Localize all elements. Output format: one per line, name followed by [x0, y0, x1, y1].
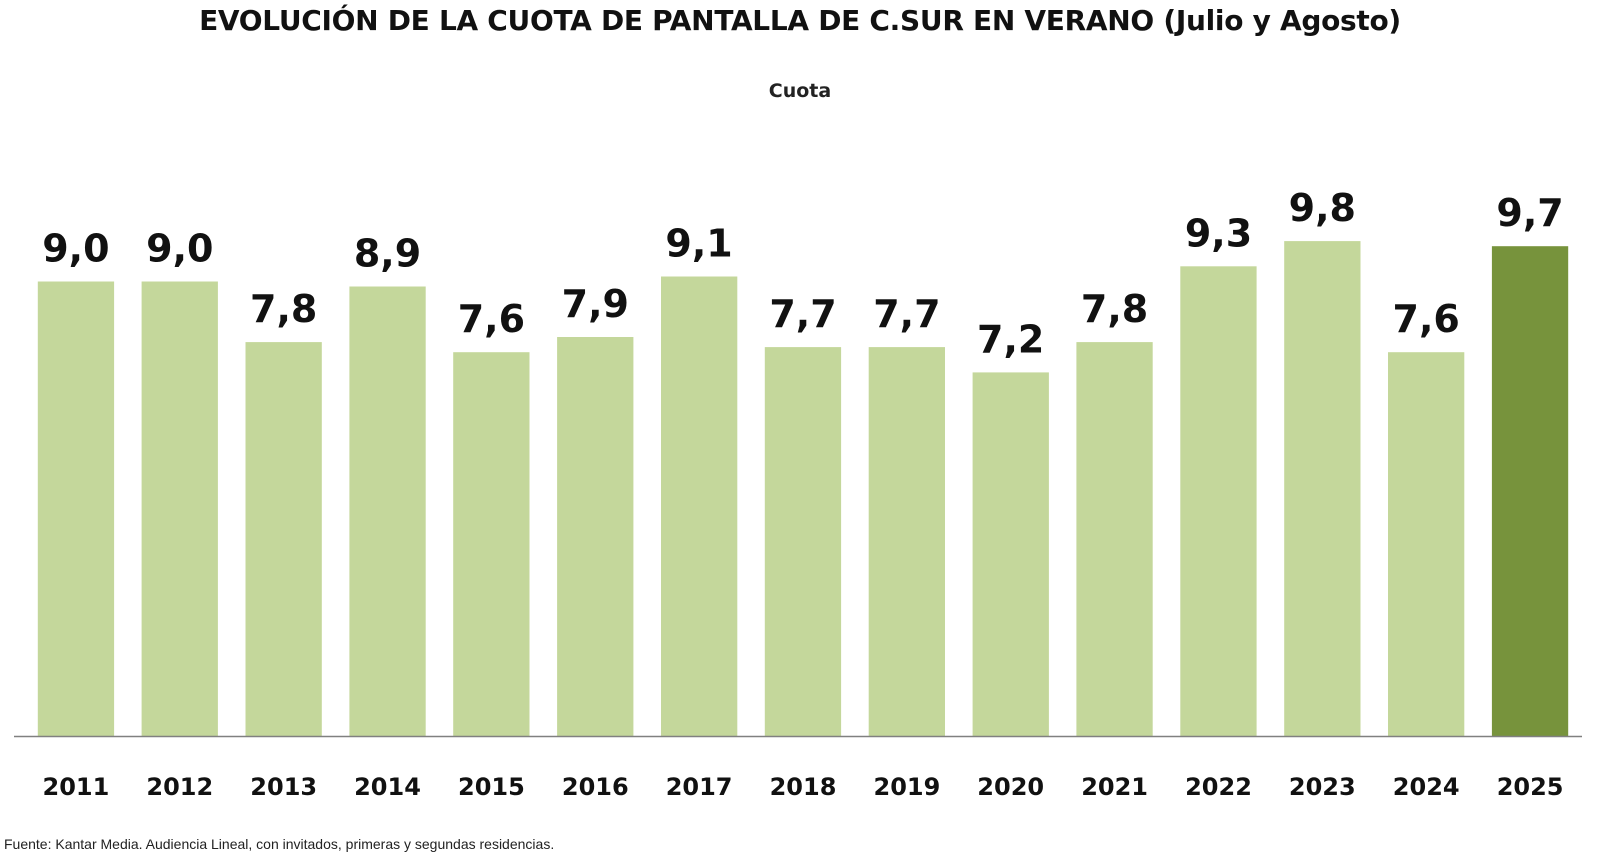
x-tick-label-2021: 2021	[1081, 773, 1148, 801]
x-tick-label-2017: 2017	[666, 773, 733, 801]
x-tick-label-2011: 2011	[43, 773, 110, 801]
value-labels-group: 9,0 9,0 7,8 8,9 7,6 7,9 9,1 7,7 7,7 7,2 7,8 9,3 9,8 7…	[42, 186, 1564, 361]
data-label-2014: 8,9	[354, 232, 421, 276]
data-label-2021: 7,8	[1081, 287, 1148, 331]
data-label-2015: 7,6	[458, 297, 525, 341]
x-tick-label-2022: 2022	[1185, 773, 1252, 801]
x-tick-label-2025: 2025	[1497, 773, 1564, 801]
bar-2012	[141, 281, 218, 736]
x-tick-label-2013: 2013	[250, 773, 317, 801]
data-label-2024: 7,6	[1393, 297, 1460, 341]
data-label-2025: 9,7	[1496, 191, 1563, 235]
data-label-2017: 9,1	[665, 222, 732, 266]
bars-group	[37, 241, 1569, 736]
x-tick-label-2024: 2024	[1393, 773, 1460, 801]
data-label-2012: 9,0	[146, 227, 213, 271]
bar-2018	[764, 347, 842, 736]
x-tick-label-2012: 2012	[146, 773, 213, 801]
bar-2013	[245, 342, 322, 736]
tick-labels-group: 2011 2012 2013 2014 2015 2016 2017 2018 2019 2020…	[43, 773, 1564, 801]
chart-subtitle: Cuota	[768, 80, 832, 102]
data-label-2013: 7,8	[250, 287, 317, 331]
bar-2017	[661, 276, 738, 736]
bar-2014	[349, 286, 426, 736]
bar-2021	[1076, 342, 1153, 736]
bar-2023	[1284, 241, 1361, 736]
data-label-2018: 7,7	[769, 292, 836, 336]
data-label-2011: 9,0	[42, 227, 109, 271]
data-label-2022: 9,3	[1185, 211, 1252, 255]
bar-2011	[37, 281, 115, 736]
data-label-2019: 7,7	[873, 292, 940, 336]
bar-2025	[1491, 246, 1569, 736]
bar-2019	[868, 347, 945, 736]
x-tick-label-2020: 2020	[977, 773, 1044, 801]
data-label-2016: 7,9	[562, 282, 629, 326]
bar-2016	[557, 337, 634, 736]
bar-2022	[1180, 266, 1257, 736]
chart-title: EVOLUCIÓN DE LA CUOTA DE PANTALLA DE C.S…	[199, 4, 1401, 37]
data-label-2023: 9,8	[1289, 186, 1356, 230]
x-tick-label-2023: 2023	[1289, 773, 1356, 801]
x-tick-label-2018: 2018	[770, 773, 837, 801]
bar-2020	[972, 372, 1049, 736]
x-tick-label-2014: 2014	[354, 773, 421, 801]
bar-2024	[1388, 352, 1465, 736]
bar-2015	[453, 352, 530, 736]
x-tick-label-2015: 2015	[458, 773, 525, 801]
x-tick-label-2019: 2019	[874, 773, 941, 801]
x-tick-label-2016: 2016	[562, 773, 629, 801]
source-note: Fuente: Kantar Media. Audiencia Lineal, …	[4, 836, 555, 852]
data-label-2020: 7,2	[977, 317, 1044, 361]
